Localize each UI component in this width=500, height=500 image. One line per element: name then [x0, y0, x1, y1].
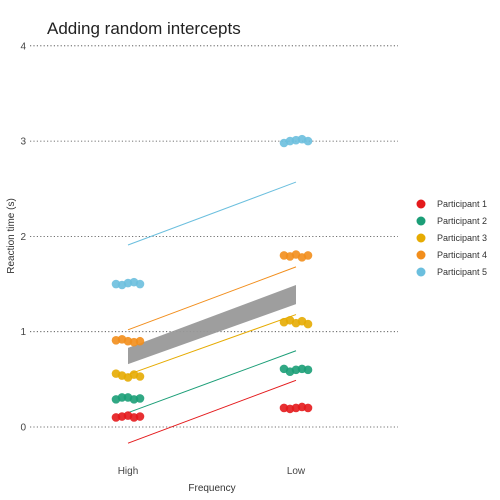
chart-title: Adding random intercepts	[47, 19, 241, 38]
legend-key-participant-1	[416, 199, 426, 209]
legend-key-participant-2	[416, 216, 426, 226]
legend-key-participant-5	[416, 267, 426, 277]
point-participant-1	[135, 412, 145, 421]
y-tick-labels: 0 1 2 3 4	[20, 41, 26, 433]
fixed-effect-ribbon-group	[128, 285, 296, 365]
legend-label-participant-4: Participant 4	[437, 250, 487, 260]
legend-label-participant-5: Participant 5	[437, 267, 487, 277]
legend: Participant 1 Participant 2 Participant 3 P…	[416, 199, 487, 277]
legend-label-participant-2: Participant 2	[437, 216, 487, 226]
legend-label-participant-1: Participant 1	[437, 199, 487, 209]
x-tick-label: High	[118, 466, 139, 477]
point-participant-4	[303, 251, 313, 260]
confidence-ribbon	[128, 285, 296, 365]
point-participant-2	[303, 365, 313, 375]
fit-line-participant-2	[127, 350, 297, 414]
y-tick-label: 4	[20, 41, 26, 52]
legend-key-participant-4	[416, 250, 426, 260]
x-tick-label: Low	[287, 466, 306, 477]
fit-line-participant-5	[127, 181, 297, 246]
point-participant-4	[135, 336, 145, 346]
point-participant-2	[117, 393, 127, 402]
point-participant-5	[303, 136, 313, 146]
point-participant-5	[135, 279, 145, 289]
fit-lines	[127, 181, 297, 444]
y-axis-title: Reaction time (s)	[6, 198, 17, 274]
fit-line-participant-1	[127, 379, 297, 444]
grid-lines	[30, 45, 398, 428]
point-participant-1	[303, 403, 313, 413]
y-tick-label: 0	[20, 423, 26, 434]
x-axis-title: Frequency	[188, 483, 235, 494]
fit-line-participant-3	[127, 314, 297, 376]
legend-key-participant-3	[416, 233, 426, 243]
fit-line-participant-4	[127, 266, 297, 331]
legend-label-participant-3: Participant 3	[437, 233, 487, 243]
point-participant-2	[135, 394, 145, 403]
x-tick-labels: High Low	[118, 466, 306, 477]
y-tick-label: 2	[20, 232, 26, 243]
data-points	[111, 134, 313, 422]
y-tick-label: 1	[20, 327, 26, 338]
point-participant-3	[135, 372, 145, 381]
point-participant-3	[303, 319, 313, 329]
y-tick-label: 3	[20, 137, 26, 148]
